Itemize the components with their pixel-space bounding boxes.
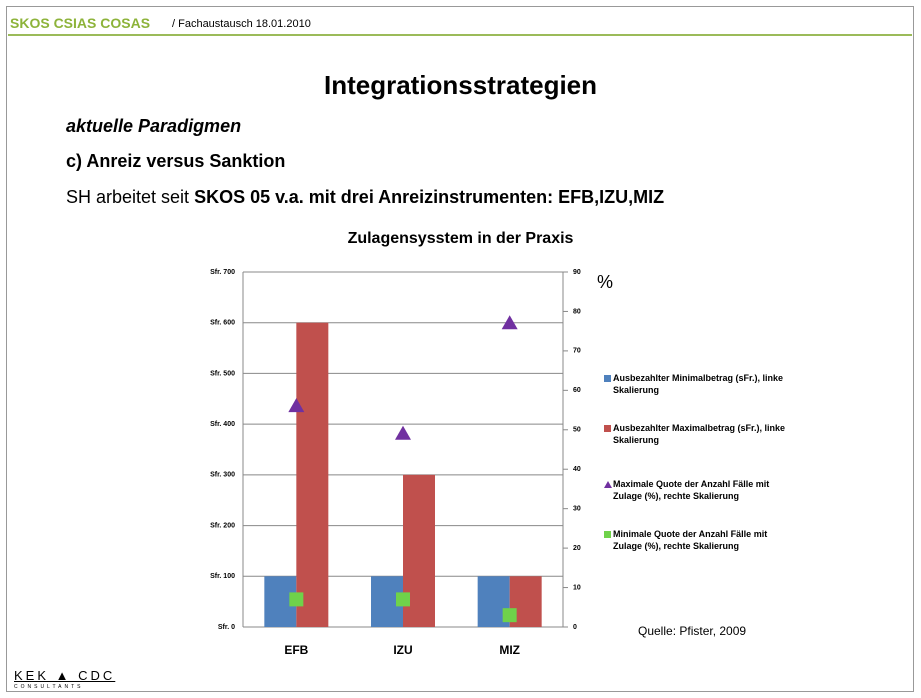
- bar: [296, 322, 329, 627]
- header-context: / Fachaustausch 18.01.2010: [172, 18, 311, 30]
- section: c) Anreiz versus Sanktion: [66, 151, 286, 171]
- y-tick-label: Sfr. 300: [210, 472, 235, 479]
- slide-title: Integrationsstrategien: [323, 70, 598, 100]
- subtitle: aktuelle Paradigmen: [66, 116, 242, 136]
- marker-triangle: [501, 315, 518, 330]
- y2-tick-label: 40: [573, 466, 581, 473]
- legend-swatch: [604, 425, 611, 432]
- y2-axis-label: %: [597, 272, 614, 292]
- header-rule: [8, 34, 912, 36]
- y2-tick-label: 20: [573, 545, 581, 552]
- legend-label: Minimale Quote der Anzahl Fälle mit Zula…: [613, 529, 768, 551]
- statement-bold: SKOS 05 v.a. mit drei Anreizinstrumenten…: [194, 187, 665, 207]
- marker-square: [289, 592, 304, 607]
- chart-title: Zulagensysstem in der Praxis: [347, 230, 574, 247]
- y-tick-label: Sfr. 700: [210, 269, 235, 276]
- brand: SKOS CSIAS COSAS: [10, 15, 151, 31]
- legend-label: Maximale Quote der Anzahl Fälle mit Zula…: [613, 479, 770, 501]
- marker-square: [396, 592, 410, 607]
- x-tick-label: IZU: [393, 643, 412, 657]
- marker-triangle: [395, 425, 411, 440]
- y2-tick-label: 90: [573, 269, 581, 276]
- statement: SH arbeitet seit SKOS 05 v.a. mit drei A…: [66, 187, 664, 208]
- source: Quelle: Pfister, 2009: [638, 624, 747, 638]
- y-tick-label: Sfr. 500: [210, 370, 235, 377]
- y-tick-label: Sfr. 100: [210, 573, 235, 580]
- y-tick-label: Sfr. 0: [218, 624, 235, 631]
- footer-logo: KEK ▲ CDC: [14, 668, 116, 683]
- y-tick-label: Sfr. 400: [210, 421, 235, 428]
- y-tick-label: Sfr. 200: [210, 522, 235, 529]
- legend-swatch: [604, 375, 611, 382]
- y2-tick-label: 50: [573, 427, 581, 434]
- legend-label: Ausbezahlter Minimalbetrag (sFr.), linke…: [613, 373, 784, 395]
- legend-swatch: [604, 481, 612, 488]
- legend-swatch: [604, 531, 611, 538]
- y2-tick-label: 30: [573, 506, 581, 513]
- footer-tagline: CONSULTANTS: [14, 684, 84, 690]
- marker-square: [502, 608, 517, 623]
- x-tick-label: EFB: [284, 643, 308, 657]
- y2-tick-label: 10: [573, 584, 581, 591]
- y2-tick-label: 0: [573, 624, 577, 631]
- marker-triangle: [288, 398, 305, 413]
- statement-normal: SH arbeitet seit: [66, 187, 190, 207]
- x-tick-label: MIZ: [499, 643, 520, 657]
- y-tick-label: Sfr. 600: [210, 320, 235, 327]
- y2-tick-label: 80: [573, 308, 581, 315]
- y2-tick-label: 70: [573, 348, 581, 355]
- slide-frame: [6, 6, 914, 692]
- legend-label: Ausbezahlter Maximalbetrag (sFr.), linke…: [613, 423, 786, 445]
- y2-tick-label: 60: [573, 387, 581, 394]
